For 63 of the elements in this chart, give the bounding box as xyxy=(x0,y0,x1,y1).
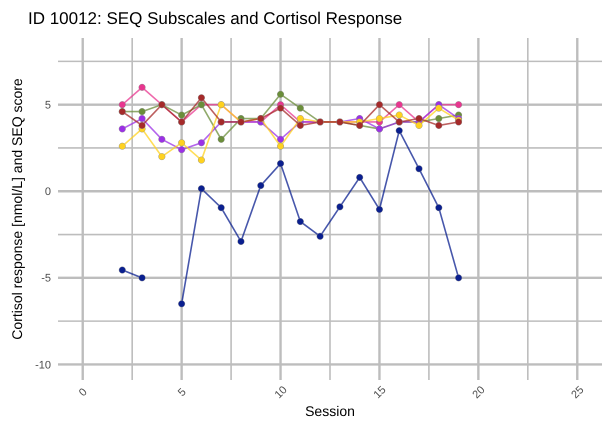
point xyxy=(396,112,403,119)
y-tick-label: -10 xyxy=(35,359,51,372)
point xyxy=(316,232,324,240)
point xyxy=(178,300,186,308)
point xyxy=(218,136,225,143)
point xyxy=(118,266,126,274)
point xyxy=(118,125,126,132)
point xyxy=(198,139,205,146)
point xyxy=(396,127,403,134)
point xyxy=(376,101,383,108)
y-tick-label: -5 xyxy=(41,272,51,285)
point xyxy=(296,122,304,129)
point xyxy=(416,115,423,122)
chart-title: ID 10012: SEQ Subscales and Cortisol Response xyxy=(28,9,402,28)
point xyxy=(277,90,284,98)
point xyxy=(138,274,146,282)
x-tick-label: 20 xyxy=(470,384,488,402)
point xyxy=(178,146,186,154)
point xyxy=(376,206,383,213)
point xyxy=(158,153,166,160)
point xyxy=(296,115,304,122)
point xyxy=(435,204,442,212)
point xyxy=(396,101,403,108)
point xyxy=(198,156,205,164)
y-axis-title: Cortisol response [nmol/L] and SEQ score xyxy=(9,78,25,340)
y-tick-label: 5 xyxy=(44,100,51,112)
point xyxy=(257,182,264,190)
point xyxy=(138,115,146,122)
x-tick-label: 0 xyxy=(76,386,90,400)
point xyxy=(118,142,126,150)
point xyxy=(178,112,186,119)
point xyxy=(237,238,244,245)
point xyxy=(277,136,284,143)
point xyxy=(435,115,442,122)
point xyxy=(356,174,364,181)
point xyxy=(435,104,442,112)
x-axis-title: Session xyxy=(305,403,355,419)
point xyxy=(296,218,304,226)
point xyxy=(336,203,344,210)
point xyxy=(455,274,462,282)
point xyxy=(198,94,205,102)
x-tick-label: 5 xyxy=(176,386,189,400)
point xyxy=(118,101,126,108)
point xyxy=(158,136,166,143)
point xyxy=(277,104,284,112)
point xyxy=(376,115,383,122)
point xyxy=(416,122,423,129)
point xyxy=(138,122,146,129)
point xyxy=(455,101,462,108)
x-tick-label: 15 xyxy=(371,384,389,402)
point xyxy=(277,160,284,168)
point xyxy=(198,185,205,192)
point xyxy=(296,104,304,112)
y-tick-label: 0 xyxy=(44,186,51,198)
point xyxy=(435,122,442,129)
point xyxy=(277,142,284,150)
x-tick-label: 10 xyxy=(272,384,290,402)
point xyxy=(138,108,146,116)
point xyxy=(218,204,225,212)
point xyxy=(416,165,423,172)
point xyxy=(178,139,186,146)
point xyxy=(138,84,146,91)
x-tick-label: 25 xyxy=(569,384,586,402)
